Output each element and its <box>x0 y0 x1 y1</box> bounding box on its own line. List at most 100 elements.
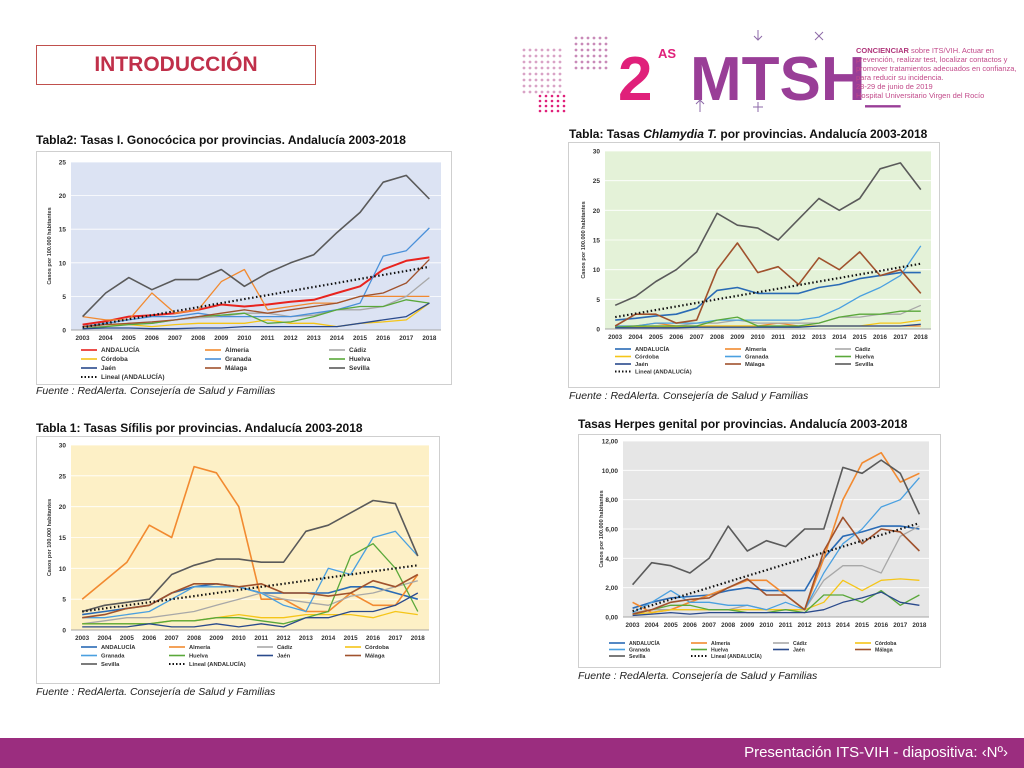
x-tick-label: 2012 <box>284 335 299 342</box>
logo-dot <box>534 90 538 94</box>
y-tick-label: 25 <box>59 160 67 167</box>
x-tick-label: 2012 <box>798 622 813 629</box>
series-line <box>82 564 418 613</box>
x-tick-label: 2015 <box>855 622 870 629</box>
x-tick-label: 2018 <box>914 334 929 341</box>
logo-dot <box>562 94 566 98</box>
logo-dot <box>586 66 590 70</box>
chart-sifilis: 0 5 10 15 20 25 30 2003 2004 2005 2006 2007 2008 2009… <box>36 436 440 684</box>
logo-dot <box>562 104 566 108</box>
logo-dot <box>538 94 542 98</box>
series-line <box>82 530 419 619</box>
logo-dot <box>580 48 584 52</box>
series-line <box>82 580 418 625</box>
legend-label: Cádiz <box>277 645 293 651</box>
logo-dot <box>538 109 542 113</box>
logo-dot <box>574 54 578 58</box>
legend-label: ANDALUCÍA <box>101 643 136 651</box>
slide-title: INTRODUCCIÓN <box>94 53 258 76</box>
series-line <box>82 302 430 328</box>
x-tick-label: 2016 <box>873 334 888 341</box>
logo-dot <box>546 66 550 70</box>
legend-label: Sevilla <box>101 662 120 668</box>
legend-label: Almería <box>745 347 767 353</box>
logo-dot <box>552 54 556 58</box>
logo-dot <box>522 90 526 94</box>
logo-dot <box>538 99 542 103</box>
logo-dot <box>534 60 538 64</box>
logo-dot <box>574 60 578 64</box>
logo-dot <box>556 94 560 98</box>
logo-dot <box>586 36 590 40</box>
legend-label: Cádiz <box>793 641 807 647</box>
x-tick-label: 2007 <box>690 334 705 341</box>
logo-dot <box>592 60 596 64</box>
cross-icon <box>814 31 824 41</box>
x-tick-label: 2014 <box>832 334 847 341</box>
x-tick-label: 2015 <box>353 335 368 342</box>
logo-dot <box>552 66 556 70</box>
y-tick-label: 5 <box>62 294 66 301</box>
x-tick-label: 2013 <box>299 635 314 642</box>
series-line <box>632 589 920 615</box>
logo-dot <box>528 84 532 88</box>
x-tick-label: 2017 <box>893 622 908 629</box>
x-tick-label: 2008 <box>187 635 202 642</box>
legend-label: Málaga <box>745 362 765 368</box>
legend-label: Córdoba <box>635 355 660 361</box>
logo-dot <box>598 36 602 40</box>
logo-dot <box>558 90 562 94</box>
x-tick-label: 2017 <box>388 635 403 642</box>
logo-dot <box>558 84 562 88</box>
logo-dot <box>598 54 602 58</box>
legend-label: Málaga <box>365 654 385 660</box>
y-tick-label: 10 <box>59 260 67 267</box>
logo-dot <box>522 72 526 76</box>
logo-dot <box>586 60 590 64</box>
legend-label: Córdoba <box>101 356 128 363</box>
y-tick-label: 6,00 <box>605 527 618 534</box>
logo-dot <box>550 109 554 113</box>
legend-label: ANDALUCÍA <box>635 345 670 353</box>
series-line <box>615 323 921 329</box>
y-tick-label: 10,00 <box>602 468 619 475</box>
logo-dot <box>556 99 560 103</box>
chart-herpes: 0,00 2,00 4,00 6,00 8,00 10,00 12,00 2003 2004 20… <box>578 434 941 668</box>
logo-dot <box>550 104 554 108</box>
series-line <box>631 459 921 586</box>
legend-label: Córdoba <box>365 645 390 651</box>
legend-label: Sevilla <box>349 365 370 372</box>
x-tick-label: 2008 <box>721 622 736 629</box>
logo-event-info: 28-29 de junio de 2019 Hospital Universi… <box>856 82 984 100</box>
x-tick-label: 2010 <box>759 622 774 629</box>
y-tick-label: 20 <box>593 208 601 215</box>
legend-label: Jaén <box>793 648 805 654</box>
legend-label: ANDALUCÍA <box>629 639 660 647</box>
logo-dot <box>522 84 526 88</box>
logo-dot <box>552 48 556 52</box>
logo-dot <box>540 72 544 76</box>
logo-dot <box>592 42 596 46</box>
x-tick-label: 2009 <box>214 335 229 342</box>
logo-dot <box>528 78 532 82</box>
y-tick-label: 10 <box>593 267 601 274</box>
y-tick-label: 15 <box>593 238 601 245</box>
logo-dot <box>592 54 596 58</box>
x-tick-label: 2003 <box>626 622 641 629</box>
logo-dot <box>552 78 556 82</box>
logo-dot <box>580 54 584 58</box>
chart-gonococica: 0 5 10 15 20 25 2003 2004 2005 2006 2007 2008 2009 20… <box>36 151 452 385</box>
logo-tagline: CONCIENCIAR sobre ITS/VIH. Actuar en pre… <box>856 46 1021 82</box>
x-tick-label: 2016 <box>366 635 381 642</box>
y-axis-label: Casos por 100.000 habitantes <box>599 490 605 567</box>
slide-title-box: INTRODUCCIÓN <box>36 45 316 85</box>
logo-dot <box>534 84 538 88</box>
logo-dot <box>556 109 560 113</box>
chart-herpes-svg: 0,00 2,00 4,00 6,00 8,00 10,00 12,00 2003 2004 20… <box>599 439 929 660</box>
logo-dot <box>558 66 562 70</box>
legend-label: Almería <box>225 347 249 354</box>
logo-tagline-bold: CONCIENCIAR <box>856 46 909 55</box>
series-line <box>81 465 419 613</box>
logo-dot <box>556 104 560 108</box>
logo-dot <box>580 60 584 64</box>
